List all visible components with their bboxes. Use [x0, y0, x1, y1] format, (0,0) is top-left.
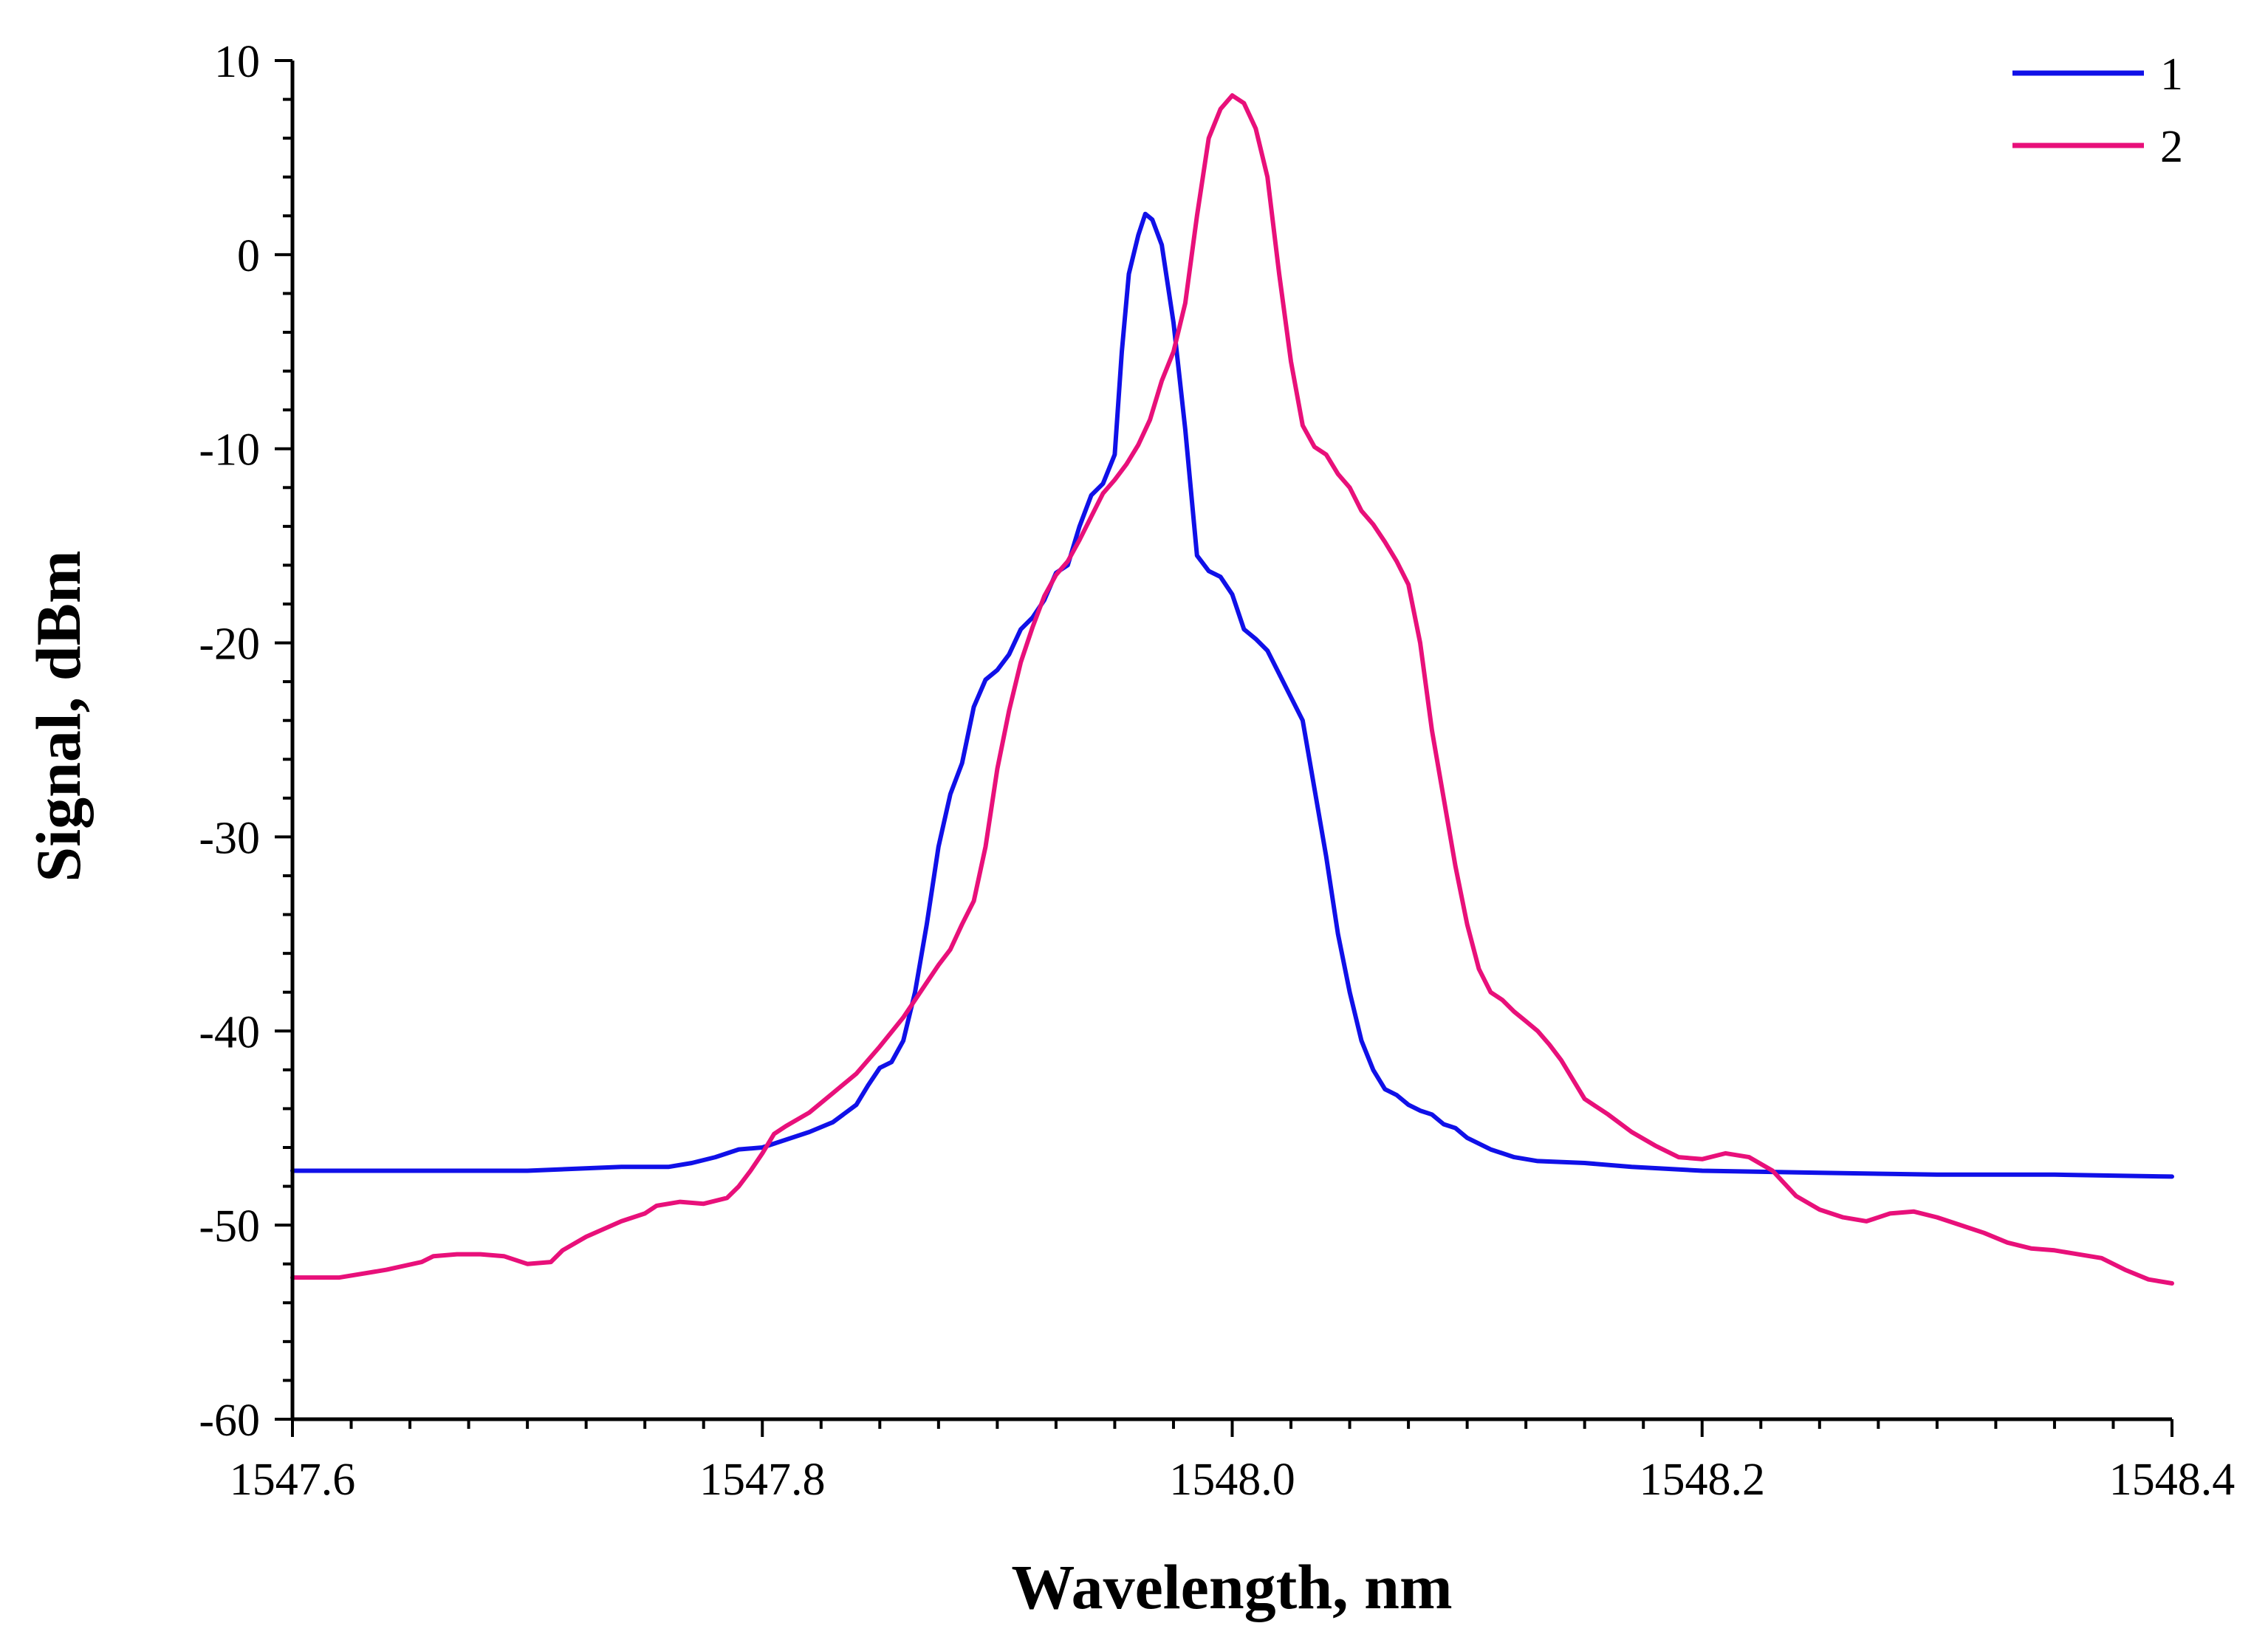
y-tick-label: 0	[237, 231, 260, 281]
series-line-1	[290, 211, 2174, 1179]
x-tick-label: 1548.4	[2109, 1455, 2236, 1505]
y-tick-label: -60	[199, 1396, 260, 1446]
series-layer	[290, 93, 2174, 1286]
y-tick-label: -20	[199, 620, 260, 670]
y-axis-title: Signal, dBm	[23, 550, 94, 882]
x-axis-title: Wavelength, nm	[1011, 1551, 1452, 1622]
x-tick-label: 1548.0	[1169, 1455, 1295, 1505]
x-tick-label: 1547.6	[230, 1455, 356, 1505]
x-tick-label: 1548.2	[1640, 1455, 1766, 1505]
series-line-2	[290, 93, 2174, 1286]
legend-label-2: 2	[2160, 122, 2183, 172]
y-tick-label: -50	[199, 1201, 260, 1252]
x-ticks: 1547.6 1547.8 1548.0 1548.2 1548.4	[230, 1419, 2236, 1505]
y-ticks: -60 -50 -40 -30 -20 -10 0 10	[199, 37, 292, 1446]
y-tick-label: -40	[199, 1007, 260, 1057]
y-tick-label: 10	[214, 37, 260, 87]
y-tick-label: -30	[199, 813, 260, 863]
legend: 1 2	[2012, 49, 2183, 172]
x-tick-label: 1547.8	[699, 1455, 826, 1505]
y-tick-label: -10	[199, 425, 260, 476]
legend-label-1: 1	[2160, 49, 2183, 100]
